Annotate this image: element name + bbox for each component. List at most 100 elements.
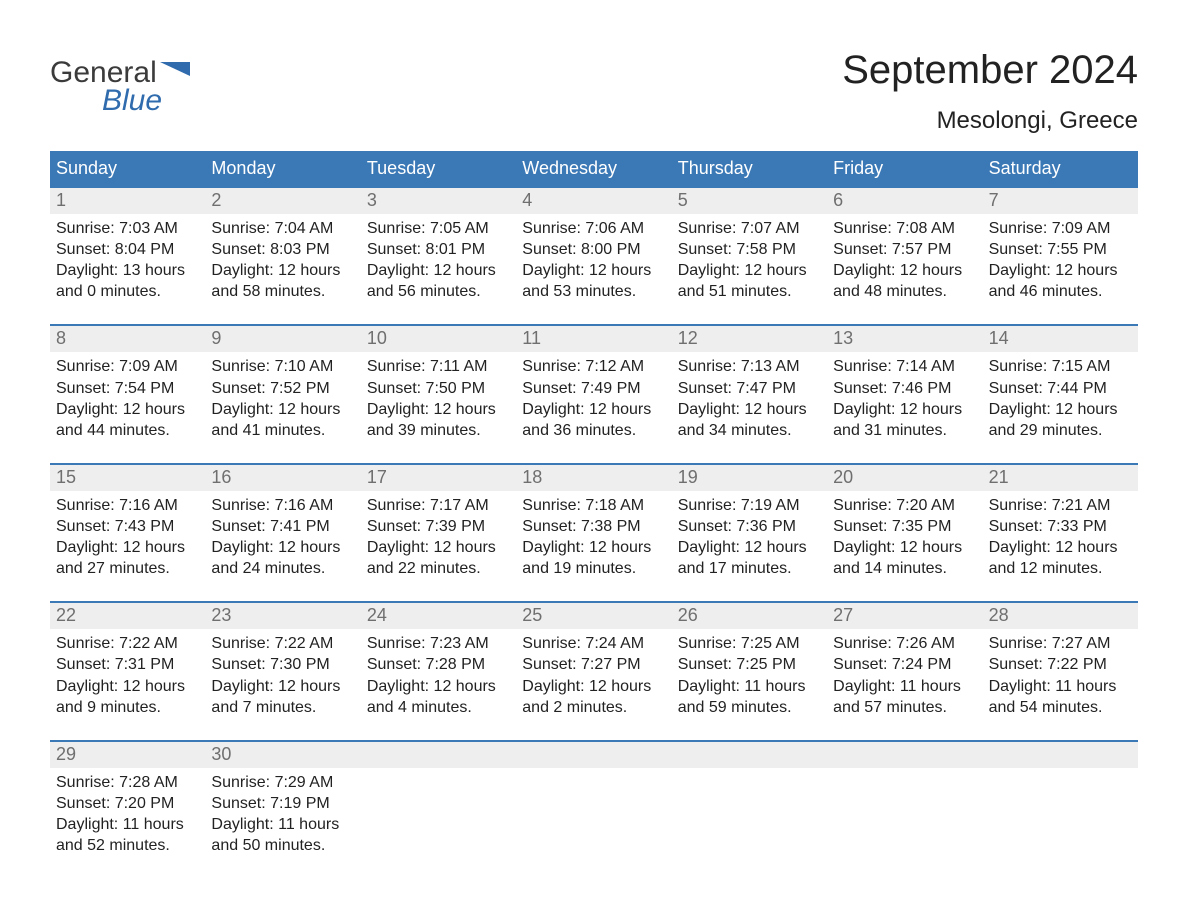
sunrise-line: Sunrise: 7:05 AM [367,218,510,239]
sunset-line: Sunset: 7:35 PM [833,516,976,537]
day-number: 7 [983,188,1138,214]
day-number: 12 [672,326,827,352]
month-title: September 2024 [842,48,1138,93]
sunset-line: Sunset: 7:41 PM [211,516,354,537]
sunset-line: Sunset: 8:04 PM [56,239,199,260]
day-cell: 11Sunrise: 7:12 AMSunset: 7:49 PMDayligh… [516,326,671,444]
day-body: Sunrise: 7:20 AMSunset: 7:35 PMDaylight:… [827,491,982,583]
day-cell: 21Sunrise: 7:21 AMSunset: 7:33 PMDayligh… [983,465,1138,583]
day-number: 10 [361,326,516,352]
sunrise-line: Sunrise: 7:26 AM [833,633,976,654]
daylight-line2: and 36 minutes. [522,420,665,441]
sunset-line: Sunset: 7:31 PM [56,654,199,675]
sunset-line: Sunset: 7:50 PM [367,378,510,399]
day-body: Sunrise: 7:14 AMSunset: 7:46 PMDaylight:… [827,352,982,444]
daylight-line2: and 12 minutes. [989,558,1132,579]
daylight-line2: and 56 minutes. [367,281,510,302]
daylight-line1: Daylight: 12 hours [211,260,354,281]
daylight-line1: Daylight: 11 hours [989,676,1132,697]
weekday-header: Friday [827,151,982,186]
daylight-line2: and 31 minutes. [833,420,976,441]
day-body: Sunrise: 7:22 AMSunset: 7:30 PMDaylight:… [205,629,360,721]
sunset-line: Sunset: 7:52 PM [211,378,354,399]
header-row: General Blue September 2024 Mesolongi, G… [50,48,1138,135]
daylight-line1: Daylight: 12 hours [989,399,1132,420]
sunrise-line: Sunrise: 7:13 AM [678,356,821,377]
day-number [516,742,671,768]
daylight-line2: and 58 minutes. [211,281,354,302]
sunset-line: Sunset: 7:38 PM [522,516,665,537]
sunset-line: Sunset: 7:25 PM [678,654,821,675]
day-cell: 8Sunrise: 7:09 AMSunset: 7:54 PMDaylight… [50,326,205,444]
week-row: 22Sunrise: 7:22 AMSunset: 7:31 PMDayligh… [50,601,1138,721]
day-number: 24 [361,603,516,629]
day-cell: 6Sunrise: 7:08 AMSunset: 7:57 PMDaylight… [827,188,982,306]
daylight-line2: and 44 minutes. [56,420,199,441]
day-number: 19 [672,465,827,491]
daylight-line2: and 27 minutes. [56,558,199,579]
day-cell: 23Sunrise: 7:22 AMSunset: 7:30 PMDayligh… [205,603,360,721]
day-cell [361,742,516,860]
sunset-line: Sunset: 7:19 PM [211,793,354,814]
sunset-line: Sunset: 7:44 PM [989,378,1132,399]
week-row: 29Sunrise: 7:28 AMSunset: 7:20 PMDayligh… [50,740,1138,860]
day-cell: 12Sunrise: 7:13 AMSunset: 7:47 PMDayligh… [672,326,827,444]
sunrise-line: Sunrise: 7:20 AM [833,495,976,516]
daylight-line2: and 54 minutes. [989,697,1132,718]
day-cell: 26Sunrise: 7:25 AMSunset: 7:25 PMDayligh… [672,603,827,721]
daylight-line1: Daylight: 11 hours [56,814,199,835]
week-row: 1Sunrise: 7:03 AMSunset: 8:04 PMDaylight… [50,186,1138,306]
logo-text-blue: Blue [50,84,190,118]
day-number: 14 [983,326,1138,352]
day-number [827,742,982,768]
daylight-line2: and 4 minutes. [367,697,510,718]
sunset-line: Sunset: 7:27 PM [522,654,665,675]
day-cell: 22Sunrise: 7:22 AMSunset: 7:31 PMDayligh… [50,603,205,721]
sunset-line: Sunset: 8:01 PM [367,239,510,260]
day-cell: 27Sunrise: 7:26 AMSunset: 7:24 PMDayligh… [827,603,982,721]
day-number: 2 [205,188,360,214]
day-number [672,742,827,768]
day-body: Sunrise: 7:21 AMSunset: 7:33 PMDaylight:… [983,491,1138,583]
day-cell [672,742,827,860]
daylight-line1: Daylight: 12 hours [678,399,821,420]
day-cell [983,742,1138,860]
sunrise-line: Sunrise: 7:23 AM [367,633,510,654]
daylight-line1: Daylight: 12 hours [833,260,976,281]
sunrise-line: Sunrise: 7:22 AM [211,633,354,654]
sunrise-line: Sunrise: 7:25 AM [678,633,821,654]
day-number: 9 [205,326,360,352]
daylight-line1: Daylight: 12 hours [211,676,354,697]
sunrise-line: Sunrise: 7:04 AM [211,218,354,239]
day-number [983,742,1138,768]
day-number: 18 [516,465,671,491]
day-body: Sunrise: 7:12 AMSunset: 7:49 PMDaylight:… [516,352,671,444]
week-row: 8Sunrise: 7:09 AMSunset: 7:54 PMDaylight… [50,324,1138,444]
day-cell: 29Sunrise: 7:28 AMSunset: 7:20 PMDayligh… [50,742,205,860]
day-cell: 10Sunrise: 7:11 AMSunset: 7:50 PMDayligh… [361,326,516,444]
daylight-line2: and 0 minutes. [56,281,199,302]
sunset-line: Sunset: 7:24 PM [833,654,976,675]
day-cell: 3Sunrise: 7:05 AMSunset: 8:01 PMDaylight… [361,188,516,306]
sunset-line: Sunset: 7:33 PM [989,516,1132,537]
sunrise-line: Sunrise: 7:09 AM [989,218,1132,239]
daylight-line1: Daylight: 12 hours [522,537,665,558]
day-body: Sunrise: 7:23 AMSunset: 7:28 PMDaylight:… [361,629,516,721]
sunrise-line: Sunrise: 7:21 AM [989,495,1132,516]
day-body: Sunrise: 7:04 AMSunset: 8:03 PMDaylight:… [205,214,360,306]
day-cell: 1Sunrise: 7:03 AMSunset: 8:04 PMDaylight… [50,188,205,306]
day-body: Sunrise: 7:18 AMSunset: 7:38 PMDaylight:… [516,491,671,583]
logo: General Blue [50,56,190,118]
daylight-line2: and 52 minutes. [56,835,199,856]
day-cell: 2Sunrise: 7:04 AMSunset: 8:03 PMDaylight… [205,188,360,306]
daylight-line1: Daylight: 11 hours [833,676,976,697]
day-body: Sunrise: 7:13 AMSunset: 7:47 PMDaylight:… [672,352,827,444]
day-number: 13 [827,326,982,352]
week-row: 15Sunrise: 7:16 AMSunset: 7:43 PMDayligh… [50,463,1138,583]
daylight-line1: Daylight: 12 hours [211,399,354,420]
day-body: Sunrise: 7:09 AMSunset: 7:55 PMDaylight:… [983,214,1138,306]
daylight-line1: Daylight: 12 hours [211,537,354,558]
daylight-line2: and 14 minutes. [833,558,976,579]
sunrise-line: Sunrise: 7:27 AM [989,633,1132,654]
daylight-line2: and 48 minutes. [833,281,976,302]
